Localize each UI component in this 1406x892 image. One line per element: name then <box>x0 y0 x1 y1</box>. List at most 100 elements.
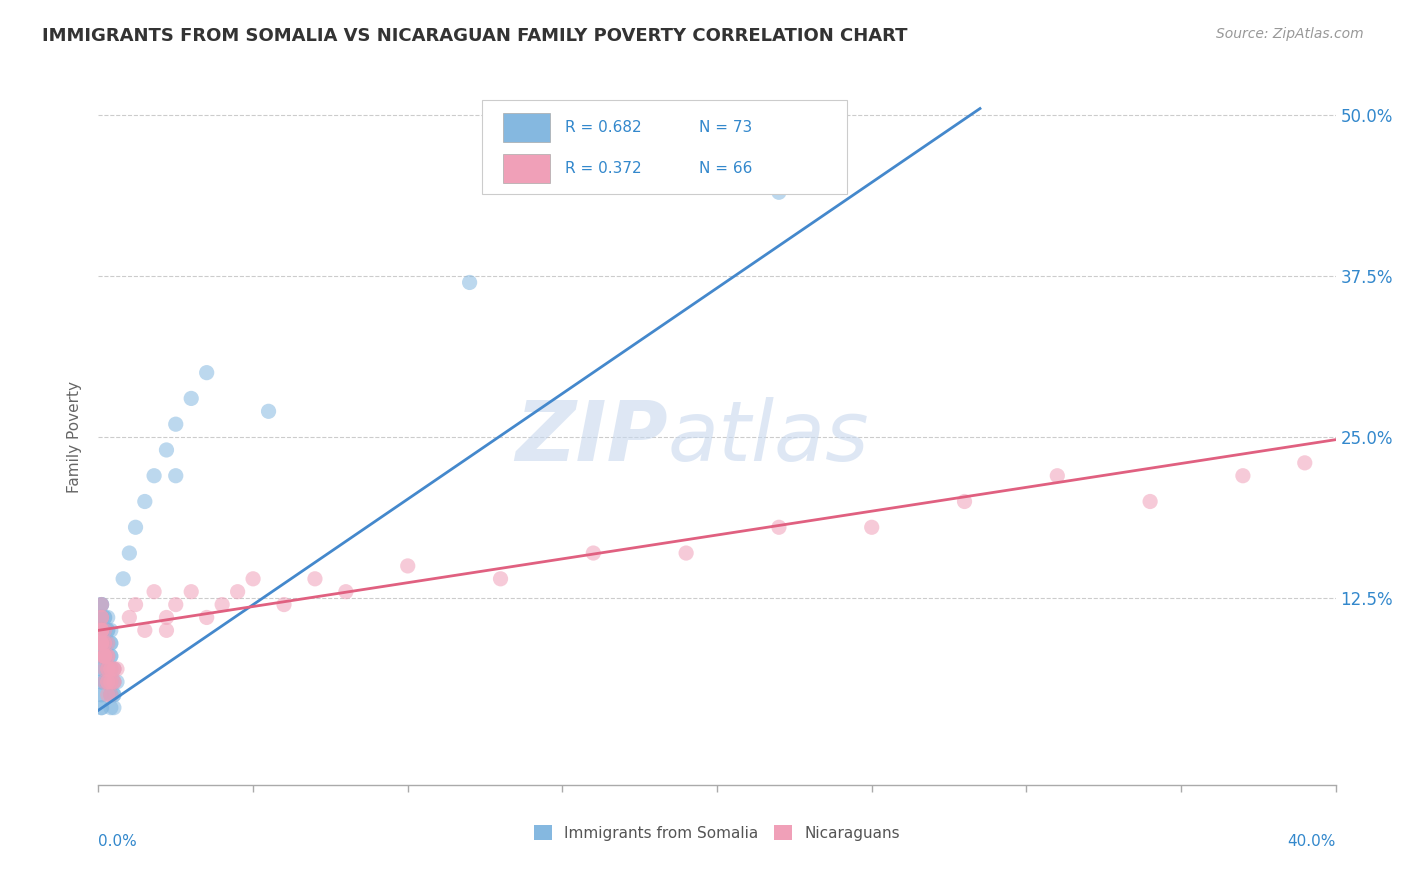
Point <box>165 468 187 483</box>
Point <box>93 649 115 664</box>
Text: R = 0.682: R = 0.682 <box>565 120 641 136</box>
Point <box>93 649 115 664</box>
Point <box>97 649 120 664</box>
Point <box>1046 468 1069 483</box>
Text: R = 0.372: R = 0.372 <box>565 161 641 176</box>
Point <box>93 624 115 638</box>
Point <box>97 674 120 689</box>
Point <box>93 649 115 664</box>
Point <box>90 674 112 689</box>
Point <box>165 598 187 612</box>
Text: N = 66: N = 66 <box>699 161 752 176</box>
Point <box>1294 456 1316 470</box>
Point <box>97 649 120 664</box>
Point <box>90 610 112 624</box>
Point <box>118 610 141 624</box>
Point <box>90 610 112 624</box>
Text: 0.0%: 0.0% <box>98 834 138 848</box>
Text: N = 73: N = 73 <box>699 120 752 136</box>
Point <box>242 572 264 586</box>
Point <box>93 674 115 689</box>
Point <box>103 700 125 714</box>
Point <box>90 610 112 624</box>
Point <box>97 624 120 638</box>
Point <box>90 598 112 612</box>
Point <box>103 688 125 702</box>
Point <box>93 649 115 664</box>
Point <box>211 598 233 612</box>
Point <box>93 649 115 664</box>
Point <box>100 636 122 650</box>
Point <box>143 584 166 599</box>
Point <box>97 674 120 689</box>
Point <box>489 572 512 586</box>
Point <box>257 404 280 418</box>
Point <box>100 662 122 676</box>
Point <box>93 636 115 650</box>
Point <box>97 636 120 650</box>
Point <box>180 584 202 599</box>
Point <box>93 674 115 689</box>
Point <box>860 520 883 534</box>
Point <box>90 624 112 638</box>
Point <box>100 649 122 664</box>
Point <box>90 688 112 702</box>
Point <box>100 649 122 664</box>
Point <box>97 662 120 676</box>
Point <box>768 186 790 200</box>
Legend: Immigrants from Somalia, Nicaraguans: Immigrants from Somalia, Nicaraguans <box>527 819 907 847</box>
Point <box>195 366 218 380</box>
Point <box>97 636 120 650</box>
Point <box>90 598 112 612</box>
Point <box>335 584 357 599</box>
Point <box>90 649 112 664</box>
Point <box>1232 468 1254 483</box>
Point <box>93 610 115 624</box>
Point <box>93 649 115 664</box>
Point <box>226 584 249 599</box>
Point <box>90 674 112 689</box>
Point <box>100 624 122 638</box>
Point <box>93 674 115 689</box>
Point <box>458 276 481 290</box>
Point <box>143 468 166 483</box>
Point <box>90 610 112 624</box>
Point <box>93 662 115 676</box>
Point <box>100 674 122 689</box>
Point <box>90 636 112 650</box>
Point <box>103 688 125 702</box>
Point <box>100 688 122 702</box>
Point <box>90 636 112 650</box>
Point <box>90 662 112 676</box>
Point <box>953 494 976 508</box>
Point <box>112 572 135 586</box>
Text: 40.0%: 40.0% <box>1288 834 1336 848</box>
Point <box>90 598 112 612</box>
Point <box>90 624 112 638</box>
Point <box>396 558 419 573</box>
Point <box>97 649 120 664</box>
Point <box>97 662 120 676</box>
Text: IMMIGRANTS FROM SOMALIA VS NICARAGUAN FAMILY POVERTY CORRELATION CHART: IMMIGRANTS FROM SOMALIA VS NICARAGUAN FA… <box>42 27 908 45</box>
Point <box>90 700 112 714</box>
Point <box>93 636 115 650</box>
Point <box>100 674 122 689</box>
Point <box>90 662 112 676</box>
Point <box>134 624 156 638</box>
Point <box>103 674 125 689</box>
Point <box>180 392 202 406</box>
Text: Source: ZipAtlas.com: Source: ZipAtlas.com <box>1216 27 1364 41</box>
Y-axis label: Family Poverty: Family Poverty <box>67 381 83 493</box>
Point <box>100 688 122 702</box>
Point <box>93 636 115 650</box>
Point <box>93 624 115 638</box>
Point <box>97 662 120 676</box>
Point <box>100 674 122 689</box>
Point <box>124 520 146 534</box>
Point <box>93 610 115 624</box>
Point <box>195 610 218 624</box>
Point <box>93 662 115 676</box>
Point <box>97 662 120 676</box>
Point <box>165 417 187 432</box>
Point <box>93 636 115 650</box>
